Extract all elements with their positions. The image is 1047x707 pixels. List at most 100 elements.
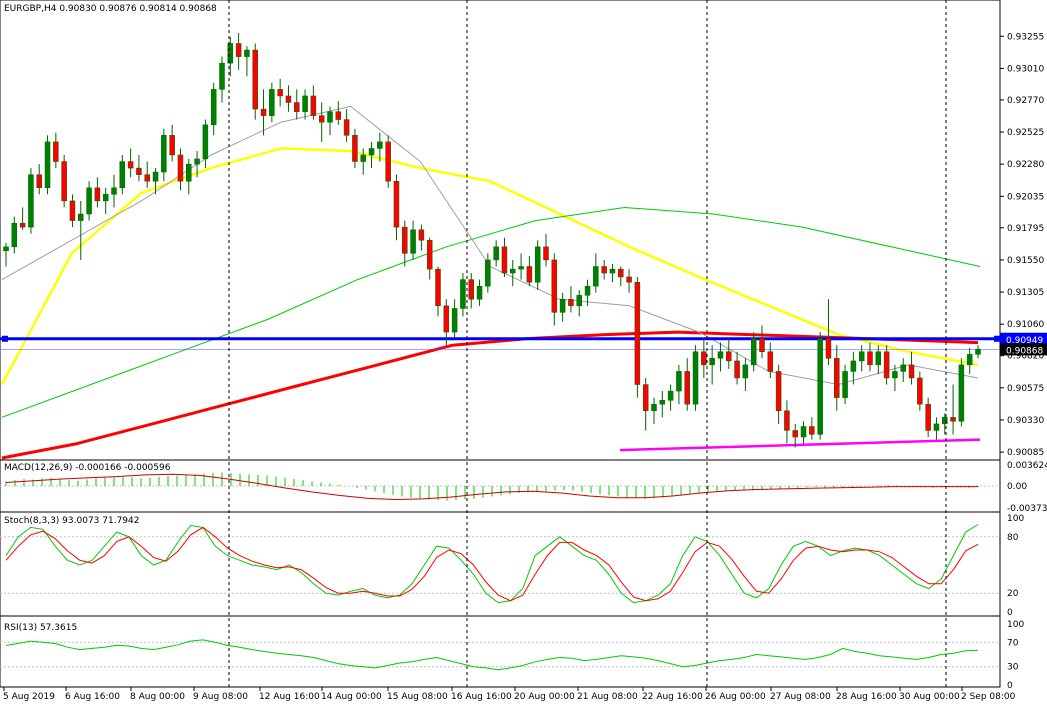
candle-body [651,403,657,412]
candle-body [335,111,342,120]
candle-body [551,259,558,313]
candle-body [485,259,491,287]
candle-body [883,351,890,379]
candle-body [377,141,383,149]
candle-body [493,246,499,261]
moving-average-line-0 [0,147,979,386]
candle-body [269,89,275,116]
candle-body [327,111,333,123]
candle-body [127,161,134,169]
candle-body [850,360,857,372]
candle-body [360,154,366,162]
candle-body [908,364,915,379]
date-separators [228,0,947,687]
candle-body [642,384,649,412]
price-tick-label: 0.93010 [1007,64,1044,74]
rsi-line [5,639,979,671]
rsi-tick-label: 0 [1007,681,1013,691]
macd-tick-label: 0.003624 [1007,461,1047,471]
candle-body [144,174,150,182]
candle-body [451,308,458,333]
candle-body [709,358,715,366]
x-tick-label: 15 Aug 08:00 [387,692,448,702]
x-tick-label: 5 Aug 2019 [3,692,55,702]
rsi-panel-frame [0,615,1001,688]
candle-body [169,135,175,156]
candle-body [61,161,67,202]
candle-body [634,281,641,385]
candle-body [227,43,234,64]
price-tick-label: 0.91305 [1007,288,1044,298]
candle-body [701,351,707,366]
macd-signal-line [5,473,978,501]
candle-body [925,403,931,431]
candle-body [975,348,981,355]
candle-body [667,390,674,401]
candle-body [742,364,749,379]
last-price-tag: 0.90868 [1006,346,1043,356]
candle-body [186,163,192,182]
x-tick-label: 20 Aug 00:00 [514,692,575,702]
candle-body [53,141,59,162]
x-tick-label: 16 Aug 16:00 [451,692,512,702]
stoch-main-line [5,524,979,604]
moving-average-line-2 [1,207,981,418]
candle-body [917,377,923,405]
price-layer [0,32,1000,460]
last-price-tag-bg [1000,343,1047,356]
candle-body [568,299,574,307]
candle-body [210,89,217,126]
x-tick-label: 27 Aug 08:00 [770,692,831,702]
macd-layer [0,472,1000,501]
x-tick-label: 28 Aug 16:00 [836,692,897,702]
price-tick-label: 0.90085 [1007,448,1044,458]
x-tick-label: 8 Aug 00:00 [130,692,185,702]
level-handle-right [994,335,1000,342]
candle-body [28,174,34,228]
candle-body [410,229,416,254]
candle-body [543,246,549,261]
candle-body [800,426,807,438]
candle-body [285,95,292,103]
x-tick-label: 9 Aug 08:00 [193,692,248,702]
macd-panel-title: MACD(12,26,9) -0.000166 -0.000596 [4,463,171,473]
x-tick-label: 2 Sep 08:00 [961,692,1016,702]
candle-body [626,276,632,283]
candle-body [842,371,848,398]
candle-body [825,338,832,359]
level-price-tag: 0.90949 [1006,336,1043,346]
candle-body [584,285,591,296]
candle-body [435,268,441,307]
candle-body [161,135,167,173]
candle-body [343,119,350,136]
candle-body [759,338,765,352]
candle-body [44,141,51,189]
candle-body [717,351,724,359]
rsi-panel-title: RSI(13) 57.3615 [4,623,77,633]
candle-body [202,124,209,160]
axis-layer: 0.93255 0.93010 0.92770 0.92525 0.92280 0.920… [3,32,1047,702]
stoch-panel-title: Stoch(8,3,3) 93.0073 71.7942 [4,516,139,526]
candle-body [750,338,757,366]
candle-body [559,299,566,313]
x-tick-label: 12 Aug 16:00 [259,692,320,702]
candle-body [534,246,541,283]
candle-body [784,410,790,431]
candle-body [659,400,666,405]
x-tick-label: 30 Aug 00:00 [899,692,960,702]
price-tick-label: 0.91060 [1007,320,1044,330]
price-tick-label: 0.90575 [1007,384,1044,394]
candle-body [19,222,26,228]
candle-body [817,338,823,435]
candle-body [510,268,516,274]
candle-body [302,95,308,112]
candle-body [86,187,92,215]
candle-body [78,213,84,221]
x-tick-label: 22 Aug 16:00 [642,692,703,702]
stoch-tick-label: 0 [1007,608,1013,618]
candle-body [244,49,250,57]
candle-body [385,141,391,182]
candle-body [11,222,18,248]
stoch-tick-label: 20 [1007,589,1019,599]
candle-body [942,417,948,425]
